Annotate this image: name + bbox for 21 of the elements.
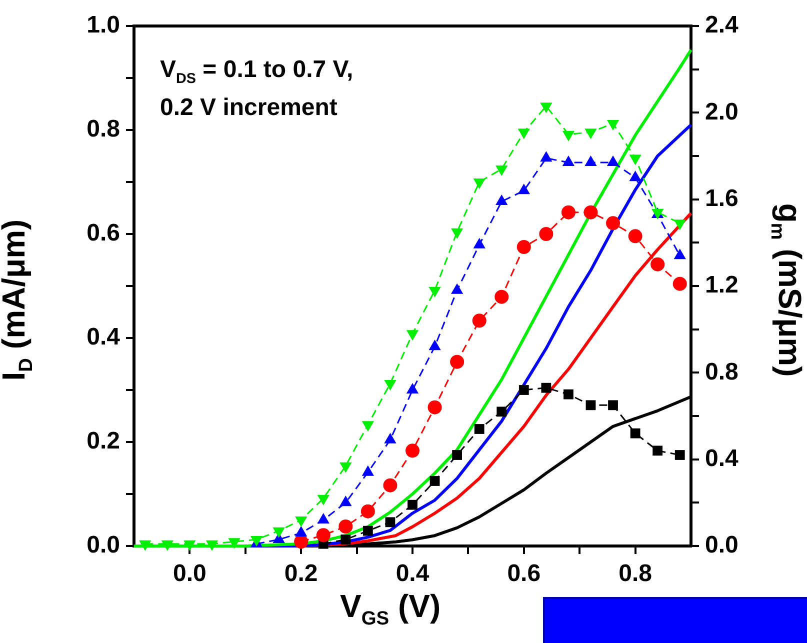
annotation: 0.2 V increment — [160, 94, 338, 122]
y2-tick-label: 0.8 — [705, 358, 738, 386]
y-tick-label: 1.0 — [86, 12, 120, 39]
y2-tick-label: 1.6 — [705, 184, 738, 212]
y2-tick-label: 0.4 — [705, 444, 740, 472]
y-tick-label: 0.0 — [86, 532, 120, 559]
y2-tick-label: 2.4 — [705, 12, 740, 39]
x-tick-label: 0.6 — [507, 560, 541, 588]
y-tick-label: 0.6 — [86, 220, 120, 247]
y-tick-label: 0.2 — [86, 428, 120, 455]
y2-tick-label: 0.0 — [705, 532, 738, 559]
y-tick-label: 0.4 — [86, 324, 121, 351]
y2-tick-label: 1.2 — [705, 272, 738, 299]
y-tick-label: 0.8 — [86, 116, 120, 143]
y2-tick-label: 2.0 — [705, 98, 738, 126]
x-tick-label: 0.8 — [618, 560, 652, 588]
x-tick-label: 0.4 — [396, 560, 430, 588]
x-tick-label: 0.2 — [284, 560, 318, 588]
x-tick-label: 0.0 — [173, 560, 206, 588]
x-axis-title: V$_{GS}$ (V) — [340, 588, 441, 630]
annotation: V$_{DS}$ = 0.1 to 0.7 V, — [160, 56, 354, 87]
